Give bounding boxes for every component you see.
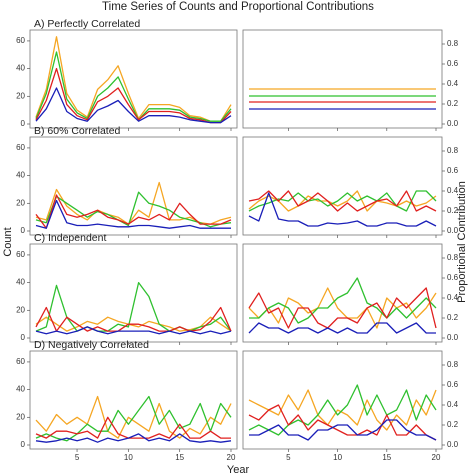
y-tick-label: 40 <box>16 385 25 394</box>
y-tick-label: 0.0 <box>447 440 459 449</box>
x-tick-label: 20 <box>227 453 236 462</box>
y-tick-label: 0.6 <box>447 59 459 68</box>
panel-1-count: 0 20 40 60 A) Perfectly Correlated <box>16 18 238 131</box>
series-line-orange <box>35 395 232 439</box>
right-y-axis-label: Proportional Contribution <box>456 181 468 303</box>
panel-frame <box>29 136 238 236</box>
series-line-orange <box>248 389 437 431</box>
panel-frame <box>242 350 443 450</box>
series-line-green <box>35 191 232 228</box>
series-line-green <box>35 395 232 442</box>
y-tick-label: 0.0 <box>447 119 459 128</box>
y-tick-label: 40 <box>16 171 25 180</box>
panel-frame <box>29 29 238 129</box>
panel-4-count: 5 10 15 20 0 20 40 60 D) Negatively Correlated <box>16 339 238 462</box>
x-tick-label: 15 <box>175 453 184 462</box>
y-tick-label: 0.0 <box>447 226 459 235</box>
panel-2-count: 0 20 40 60 B) 60% Correlated <box>16 125 238 238</box>
left-y-axis-label: Count <box>2 227 14 256</box>
y-tick-label: 0.0 <box>447 333 459 342</box>
y-tick-label: 0.2 <box>447 206 459 215</box>
panel-frame <box>29 350 238 450</box>
panel-frame <box>242 243 443 343</box>
y-tick-label: 40 <box>16 64 25 73</box>
series-line-green <box>249 277 437 324</box>
x-tick-label: 15 <box>382 453 391 462</box>
series-line-red <box>35 67 232 124</box>
y-tick-label: 20 <box>16 91 25 100</box>
series-line-blue <box>249 419 437 441</box>
panel-3-count: 0 20 40 60 C) Independent <box>16 232 238 345</box>
panel-label: D) Negatively Correlated <box>34 339 149 351</box>
series-line-blue <box>248 192 437 227</box>
series-line-blue <box>35 87 232 124</box>
series-line-blue <box>35 326 232 335</box>
series-line-red <box>248 190 437 212</box>
panel-4-proportion: 5 10 15 20 0.0 0.2 0.4 0.6 0.8 <box>242 350 459 462</box>
y-tick-label: 20 <box>16 305 25 314</box>
x-tick-label: 10 <box>124 453 133 462</box>
y-tick-label: 0.4 <box>447 186 459 195</box>
series-line-orange <box>35 36 232 122</box>
panel-2-proportion: 0.0 0.2 0.4 0.6 0.8 <box>242 136 459 238</box>
y-tick-label: 0 <box>21 440 26 449</box>
panel-frame <box>242 136 443 236</box>
x-tick-label: 10 <box>333 453 342 462</box>
panel-frame <box>242 29 443 129</box>
panel-label: A) Perfectly Correlated <box>34 18 140 30</box>
series-line-red <box>35 194 232 229</box>
y-tick-label: 0.8 <box>447 253 459 262</box>
series-line-red <box>35 416 231 439</box>
x-tick-label: 5 <box>75 453 80 462</box>
y-tick-label: 60 <box>16 36 25 45</box>
y-tick-label: 0 <box>21 119 26 128</box>
series-line-green <box>35 51 232 122</box>
x-tick-label: 5 <box>286 453 291 462</box>
y-tick-label: 0 <box>21 226 26 235</box>
series-line-blue <box>248 322 436 334</box>
y-tick-label: 0.8 <box>447 146 459 155</box>
panel-frame <box>29 243 238 343</box>
y-tick-label: 0.4 <box>447 293 459 302</box>
series-line-blue <box>35 433 232 443</box>
series-line-orange <box>248 287 437 329</box>
y-tick-label: 0.8 <box>447 360 459 369</box>
y-tick-label: 0.4 <box>447 400 459 409</box>
y-tick-label: 60 <box>16 143 25 152</box>
series-line-orange <box>248 190 437 212</box>
y-tick-label: 0.2 <box>447 99 459 108</box>
y-tick-label: 20 <box>16 412 25 421</box>
y-tick-label: 0.8 <box>447 39 459 48</box>
y-tick-label: 0.6 <box>447 273 459 282</box>
y-tick-label: 0.4 <box>447 79 459 88</box>
y-tick-label: 0 <box>21 333 26 342</box>
y-tick-label: 20 <box>16 198 25 207</box>
series-line-red <box>248 404 437 441</box>
series-line-green <box>248 384 437 436</box>
y-tick-label: 0.6 <box>447 380 459 389</box>
figure-title: Time Series of Counts and Proportional C… <box>102 1 374 13</box>
y-tick-label: 60 <box>16 357 25 366</box>
x-axis-label: Year <box>227 464 250 476</box>
y-tick-label: 0.2 <box>447 420 459 429</box>
series-line-red <box>35 306 232 332</box>
panel-label: B) 60% Correlated <box>34 125 121 137</box>
y-tick-label: 60 <box>16 250 25 259</box>
panel-label: C) Independent <box>34 232 106 244</box>
series-line-red <box>248 287 437 329</box>
y-tick-label: 0.2 <box>447 313 459 322</box>
x-tick-label: 20 <box>432 453 441 462</box>
series-line-green <box>35 281 232 332</box>
y-tick-label: 40 <box>16 278 25 287</box>
panel-3-proportion: 0.0 0.2 0.4 0.6 0.8 <box>242 243 459 345</box>
y-tick-label: 0.6 <box>447 166 459 175</box>
series-line-blue <box>35 199 231 229</box>
panel-1-proportion: 0.0 0.2 0.4 0.6 0.8 <box>242 29 459 131</box>
